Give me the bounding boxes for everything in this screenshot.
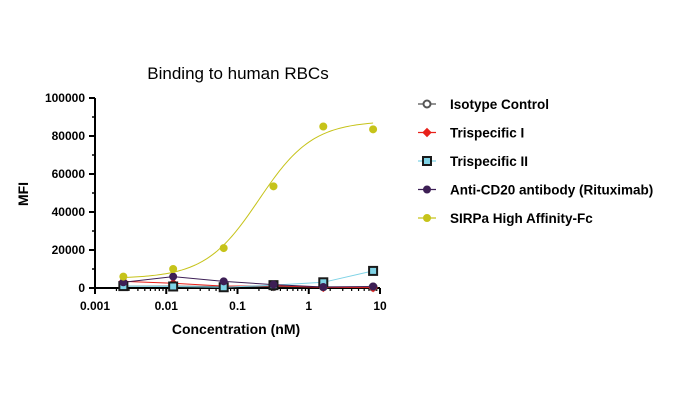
legend-label: Trispecific I — [450, 126, 524, 141]
y-tick-label: 40000 — [52, 205, 86, 219]
series-line — [123, 122, 374, 278]
legend-item: Trispecific II — [418, 154, 528, 169]
data-point — [219, 244, 228, 253]
data-point — [368, 265, 379, 276]
data-point — [319, 122, 328, 131]
y-tick-label: 0 — [78, 281, 85, 295]
legend: Isotype Control Trispecific I Trispecific … — [418, 97, 653, 226]
data-point — [169, 272, 178, 281]
legend-label: Isotype Control — [450, 97, 549, 112]
x-tick-label: 1 — [305, 299, 312, 313]
data-point — [219, 277, 228, 286]
legend-label: Trispecific II — [450, 154, 528, 169]
legend-marker — [422, 99, 432, 109]
data-point — [269, 280, 278, 289]
y-tick-label: 80000 — [52, 129, 86, 143]
x-tick-label: 10 — [373, 299, 387, 313]
series-line — [123, 270, 374, 288]
legend-item: Trispecific I — [418, 126, 524, 141]
legend-marker — [422, 127, 432, 138]
data-point — [369, 125, 378, 134]
legend-item: Isotype Control — [418, 97, 549, 112]
data-point — [369, 282, 378, 291]
data-point — [168, 281, 179, 292]
x-tick-label: 0.1 — [229, 299, 246, 313]
plot-area — [118, 122, 379, 293]
y-tick-label: 60000 — [52, 167, 86, 181]
chart-title: Binding to human RBCs — [147, 64, 328, 83]
legend-label: Anti-CD20 antibody (Rituximab) — [450, 183, 653, 198]
legend-label: SIRPa High Affinity-Fc — [450, 211, 593, 226]
x-tick-label: 0.001 — [80, 299, 110, 313]
x-tick-label: 0.01 — [155, 299, 179, 313]
data-point — [169, 265, 178, 273]
y-tick-label: 100000 — [45, 91, 85, 105]
y-tick-label: 20000 — [52, 243, 86, 257]
data-point — [269, 182, 278, 191]
data-point — [319, 283, 328, 292]
series-line — [123, 276, 374, 288]
y-axis-label: MFI — [15, 182, 31, 206]
legend-item: SIRPa High Affinity-Fc — [418, 211, 593, 226]
data-point — [119, 272, 128, 281]
legend-marker — [423, 185, 431, 194]
axes: 0 20000 40000 60000 80000 100000 0.001 0.01 0.1 1… — [45, 91, 387, 313]
legend-marker — [423, 214, 431, 222]
x-axis-label: Concentration (nM) — [172, 321, 300, 337]
legend-item: Anti-CD20 antibody (Rituximab) — [418, 183, 653, 198]
legend-marker — [422, 156, 432, 166]
